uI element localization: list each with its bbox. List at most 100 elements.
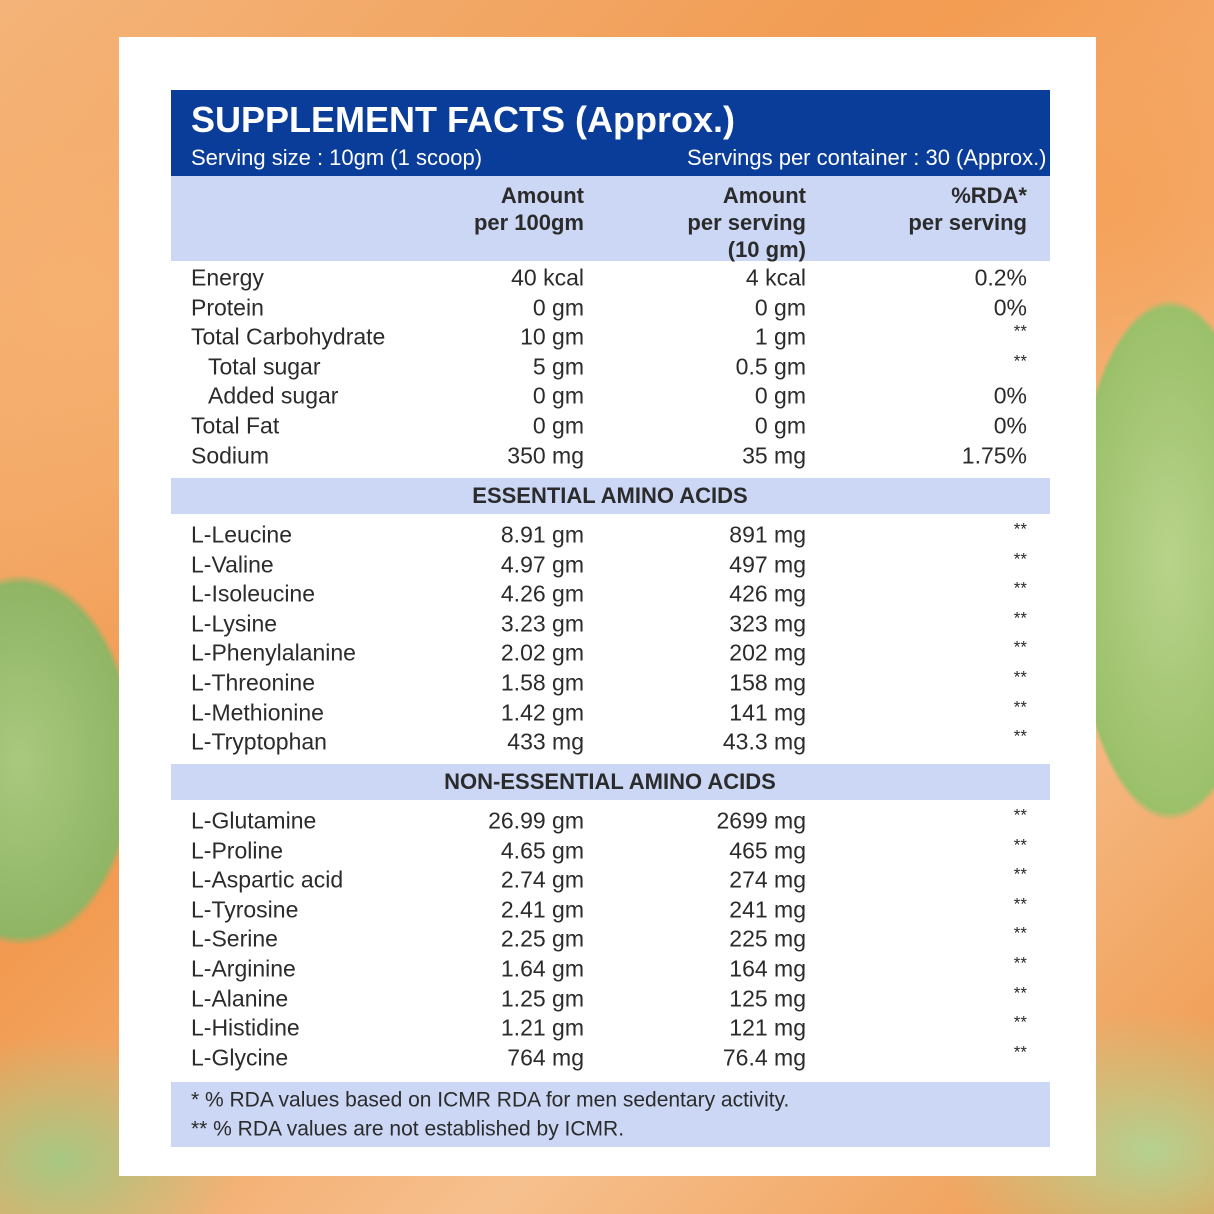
column-header: per serving (687, 210, 806, 235)
per-serving: 158 mg (729, 669, 806, 696)
per-100g: 4.97 gm (500, 551, 584, 578)
per-100g: 1.21 gm (500, 1014, 584, 1041)
rda: ** (1013, 864, 1027, 884)
rda: ** (1013, 1042, 1027, 1062)
row-label: Sodium (191, 442, 269, 469)
column-header: %RDA* (951, 183, 1027, 208)
per-100g: 0 gm (532, 412, 584, 439)
column-header: (10 gm) (727, 237, 806, 262)
rda: ** (1013, 1012, 1027, 1032)
column-header: per serving (908, 210, 1027, 235)
per-100g: 0 gm (532, 294, 584, 321)
per-100g: 1.42 gm (500, 699, 584, 726)
per-100g: 433 mg (507, 728, 584, 755)
footnote: ** % RDA values are not established by I… (191, 1117, 625, 1141)
row-label: L-Glycine (191, 1044, 289, 1071)
title: SUPPLEMENT FACTS (Approx.) (191, 99, 736, 140)
per-serving: 891 mg (729, 521, 806, 548)
row-label: Total Fat (191, 412, 280, 439)
per-serving: 0.5 gm (735, 353, 806, 380)
per-serving: 121 mg (729, 1014, 806, 1041)
per-serving: 497 mg (729, 551, 806, 578)
section-band (171, 478, 1050, 514)
row-label: L-Alanine (191, 985, 289, 1012)
per-100g: 5 gm (532, 353, 584, 380)
row-label: Added sugar (208, 382, 339, 409)
per-100g: 2.41 gm (500, 896, 584, 923)
rda: ** (1013, 697, 1027, 717)
per-serving: 426 mg (729, 580, 806, 607)
rda: ** (1013, 835, 1027, 855)
row-label: L-Phenylalanine (191, 639, 356, 666)
per-serving: 43.3 mg (722, 728, 806, 755)
section-title: ESSENTIAL AMINO ACIDS (472, 483, 748, 508)
per-serving: 465 mg (729, 837, 806, 864)
section-band (171, 764, 1050, 800)
per-serving: 323 mg (729, 610, 806, 637)
row-label: L-Aspartic acid (191, 866, 344, 893)
per-serving: 225 mg (729, 925, 806, 952)
per-100g: 1.58 gm (500, 669, 584, 696)
per-100g: 8.91 gm (500, 521, 584, 548)
per-100g: 1.25 gm (500, 985, 584, 1012)
per-serving: 202 mg (729, 639, 806, 666)
rda: 0% (993, 382, 1027, 409)
rda: ** (1013, 351, 1027, 371)
per-serving: 2699 mg (716, 807, 806, 834)
row-label: L-Glutamine (191, 807, 317, 834)
per-100g: 2.25 gm (500, 925, 584, 952)
serving-size: Serving size : 10gm (1 scoop) (191, 145, 483, 170)
per-100g: 1.64 gm (500, 955, 584, 982)
per-100g: 3.23 gm (500, 610, 584, 637)
row-label: Protein (191, 294, 264, 321)
rda: ** (1013, 894, 1027, 914)
rda: ** (1013, 953, 1027, 973)
per-serving: 76.4 mg (722, 1044, 806, 1071)
per-100g: 350 mg (507, 442, 584, 469)
per-serving: 125 mg (729, 985, 806, 1012)
footnote: * % RDA values based on ICMR RDA for men… (191, 1088, 790, 1112)
rda: ** (1013, 519, 1027, 539)
rda: ** (1013, 608, 1027, 628)
row-label: Total Carbohydrate (191, 323, 386, 350)
per-100g: 2.74 gm (500, 866, 584, 893)
row-label: L-Arginine (191, 955, 296, 982)
row-label: L-Serine (191, 925, 278, 952)
rda: ** (1013, 549, 1027, 569)
rda: ** (1013, 983, 1027, 1003)
rda: ** (1013, 667, 1027, 687)
per-serving: 274 mg (729, 866, 806, 893)
column-header: Amount (722, 183, 806, 208)
column-header: Amount (500, 183, 584, 208)
per-serving: 4 kcal (745, 264, 806, 291)
section-title: NON-ESSENTIAL AMINO ACIDS (444, 769, 776, 794)
row-label: L-Methionine (191, 699, 324, 726)
per-100g: 2.02 gm (500, 639, 584, 666)
per-100g: 0 gm (532, 382, 584, 409)
per-serving: 0 gm (754, 382, 806, 409)
header-band (171, 90, 1050, 176)
rda: ** (1013, 923, 1027, 943)
row-label: Energy (191, 264, 264, 291)
rda: ** (1013, 637, 1027, 657)
rda: ** (1013, 578, 1027, 598)
rda: 0% (993, 412, 1027, 439)
row-label: L-Valine (191, 551, 274, 578)
servings-per-container: Servings per container : 30 (Approx.) (687, 145, 1047, 170)
rda: ** (1013, 805, 1027, 825)
per-100g: 4.65 gm (500, 837, 584, 864)
rda: ** (1013, 726, 1027, 746)
row-label: Total sugar (208, 353, 321, 380)
column-header: per 100gm (473, 210, 584, 235)
rda: 0.2% (974, 264, 1027, 291)
per-serving: 0 gm (754, 412, 806, 439)
per-100g: 40 kcal (511, 264, 584, 291)
footnote-band (171, 1082, 1050, 1147)
per-serving: 1 gm (754, 323, 806, 350)
per-serving: 241 mg (729, 896, 806, 923)
column-header-band (171, 176, 1050, 261)
row-label: L-Tryptophan (191, 728, 327, 755)
per-100g: 10 gm (520, 323, 584, 350)
per-100g: 26.99 gm (488, 807, 584, 834)
rda: ** (1013, 321, 1027, 341)
